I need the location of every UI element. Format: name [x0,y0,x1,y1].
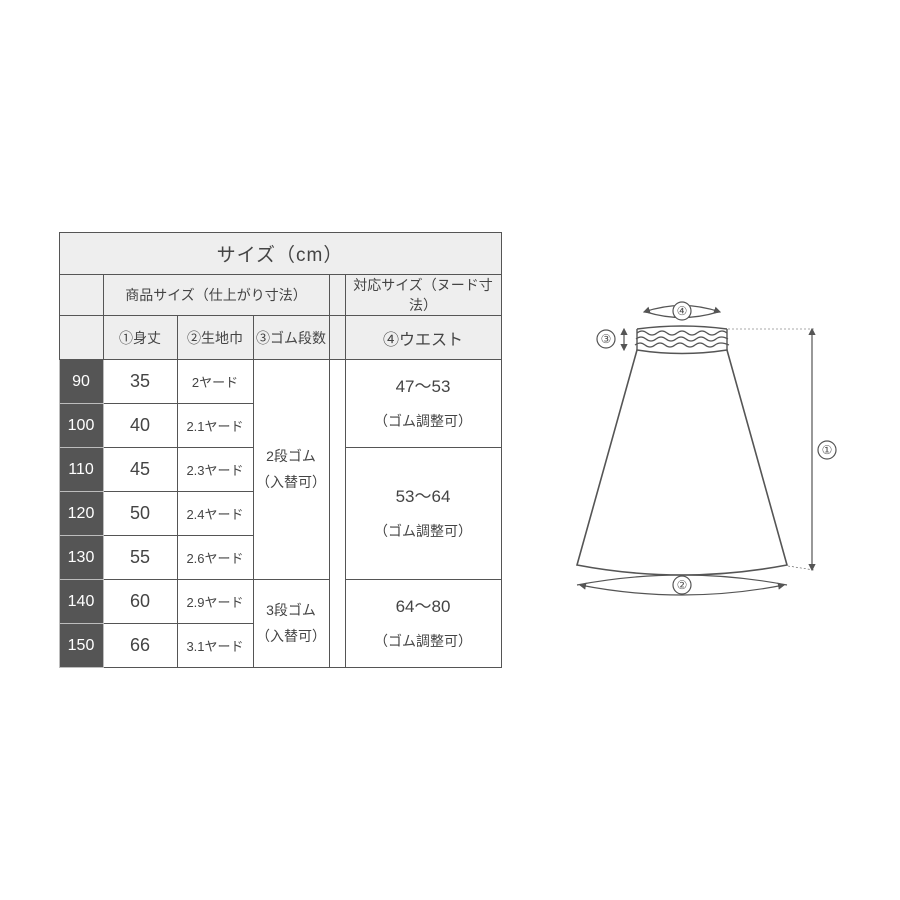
fabric-cell: 2.1ヤード [177,404,253,448]
col-blank-left [59,316,103,360]
corner-blank [59,275,103,316]
length-cell: 55 [103,536,177,580]
elastic-cell-2: 2段ゴム （入替可） [253,360,329,580]
length-cell: 50 [103,492,177,536]
table-row: 90 35 2ヤード 2段ゴム （入替可） 47〜53 （ゴム調整可） [59,360,501,404]
waistband-icon [637,331,727,335]
waist-note: （ゴム調整可） [374,523,472,539]
length-cell: 66 [103,624,177,668]
fabric-cell: 2.4ヤード [177,492,253,536]
fabric-cell: 3.1ヤード [177,624,253,668]
size-table: サイズ（cm） 商品サイズ（仕上がり寸法） 対応サイズ（ヌード寸法） ①身丈 ②… [59,232,502,668]
elastic-label: 2段ゴム [266,448,316,464]
size-cell: 110 [59,448,103,492]
label-3: ③ [600,332,611,346]
elastic-label: 3段ゴム [266,602,316,618]
table-title: サイズ（cm） [59,233,501,275]
waistband-icon [635,343,729,347]
col-elastic: ③ゴム段数 [253,316,329,360]
waist-range: 47〜53 [396,377,451,396]
length-cell: 40 [103,404,177,448]
gap-cell [329,360,345,668]
gap-blank [329,275,345,316]
waist-note: （ゴム調整可） [374,633,472,649]
table-row: 140 60 2.9ヤード 3段ゴム （入替可） 64〜80 （ゴム調整可） [59,580,501,624]
elastic-note: （入替可） [256,474,326,490]
waist-note: （ゴム調整可） [374,413,472,429]
size-cell: 130 [59,536,103,580]
product-group-header: 商品サイズ（仕上がり寸法） [103,275,329,316]
fabric-cell: 2.3ヤード [177,448,253,492]
column-header-row: ①身丈 ②生地巾 ③ゴム段数 ④ウエスト [59,316,501,360]
label-4: ④ [676,304,687,318]
col-blank-gap [329,316,345,360]
size-cell: 100 [59,404,103,448]
support-group-header: 対応サイズ（ヌード寸法） [345,275,501,316]
length-cell: 35 [103,360,177,404]
size-cell: 90 [59,360,103,404]
waist-cell-1: 47〜53 （ゴム調整可） [345,360,501,448]
skirt-body-icon [577,350,787,575]
waistband-icon [636,337,728,341]
skirt-diagram: ④ ③ ① ② [542,285,842,615]
dim-1-ext-icon [788,566,814,570]
title-row: サイズ（cm） [59,233,501,275]
waist-cell-3: 64〜80 （ゴム調整可） [345,580,501,668]
size-cell: 140 [59,580,103,624]
content-wrap: サイズ（cm） 商品サイズ（仕上がり寸法） 対応サイズ（ヌード寸法） ①身丈 ②… [59,232,842,668]
length-cell: 45 [103,448,177,492]
waist-range: 53〜64 [396,487,451,506]
waist-range: 64〜80 [396,597,451,616]
fabric-cell: 2.9ヤード [177,580,253,624]
group-header-row: 商品サイズ（仕上がり寸法） 対応サイズ（ヌード寸法） [59,275,501,316]
size-cell: 120 [59,492,103,536]
elastic-cell-3: 3段ゴム （入替可） [253,580,329,668]
col-fabric: ②生地巾 [177,316,253,360]
col-waist: ④ウエスト [345,316,501,360]
waist-cell-2: 53〜64 （ゴム調整可） [345,448,501,580]
label-2: ② [676,578,687,592]
length-cell: 60 [103,580,177,624]
fabric-cell: 2.6ヤード [177,536,253,580]
waistband-top-icon [637,326,727,329]
label-1: ① [821,443,832,457]
elastic-note: （入替可） [256,628,326,644]
size-cell: 150 [59,624,103,668]
fabric-cell: 2ヤード [177,360,253,404]
col-length: ①身丈 [103,316,177,360]
